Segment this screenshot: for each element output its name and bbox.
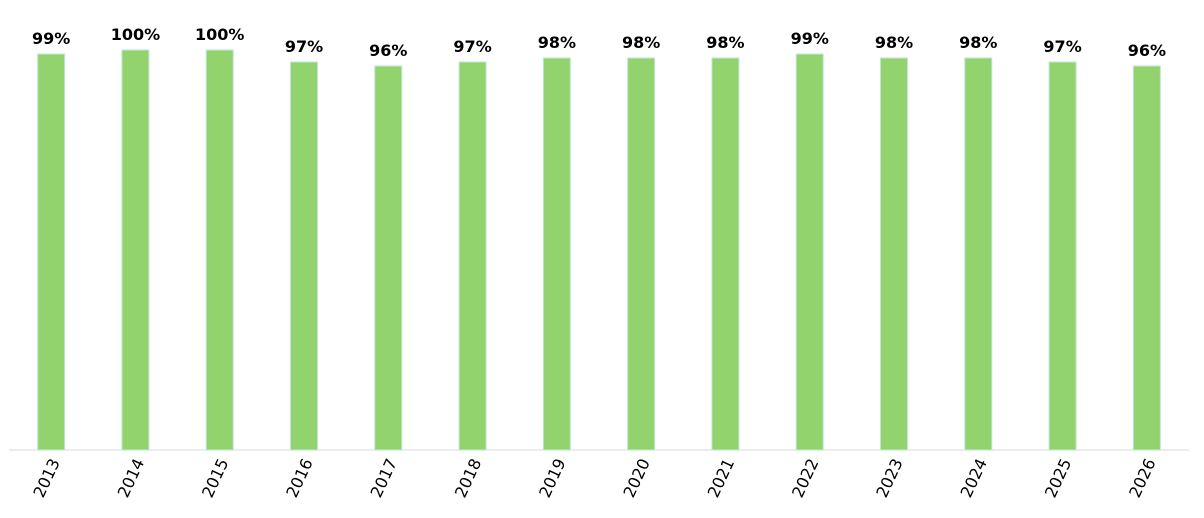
x-tick-label: 2017 bbox=[367, 456, 401, 501]
bar bbox=[964, 57, 993, 451]
x-tick-label: 2024 bbox=[957, 456, 991, 501]
bar bbox=[627, 57, 656, 451]
value-label: 97% bbox=[1043, 37, 1081, 56]
bar bbox=[542, 57, 571, 451]
bar bbox=[1048, 61, 1077, 451]
x-tick-label: 2016 bbox=[282, 456, 316, 501]
x-tick-label: 2015 bbox=[198, 456, 232, 501]
x-tick-label: 2018 bbox=[451, 456, 485, 501]
bar bbox=[374, 65, 403, 451]
value-label: 100% bbox=[111, 25, 160, 44]
x-tick-label: 2014 bbox=[114, 456, 148, 501]
bar bbox=[880, 57, 908, 451]
x-tick-label: 2020 bbox=[619, 456, 653, 501]
bar bbox=[290, 61, 318, 451]
value-label: 98% bbox=[622, 33, 660, 52]
bar bbox=[711, 57, 740, 451]
x-tick-label: 2023 bbox=[872, 456, 906, 501]
x-tick-label: 2022 bbox=[788, 456, 822, 501]
value-label: 98% bbox=[538, 33, 576, 52]
x-tick-label: 2026 bbox=[1125, 456, 1159, 501]
bar bbox=[1132, 65, 1161, 451]
value-label: 97% bbox=[453, 37, 491, 56]
value-label: 99% bbox=[791, 29, 829, 48]
x-tick-label: 2013 bbox=[29, 456, 63, 501]
x-tick-label: 2021 bbox=[704, 456, 738, 501]
value-label: 100% bbox=[195, 25, 244, 44]
value-label: 98% bbox=[706, 33, 744, 52]
bar bbox=[37, 53, 66, 451]
value-label: 99% bbox=[32, 29, 70, 48]
value-label: 96% bbox=[1128, 41, 1166, 60]
value-label: 96% bbox=[369, 41, 407, 60]
value-label: 98% bbox=[959, 33, 997, 52]
bar bbox=[205, 49, 234, 451]
value-label: 98% bbox=[875, 33, 913, 52]
x-tick-label: 2019 bbox=[535, 456, 569, 501]
bar bbox=[121, 49, 150, 451]
bar bbox=[458, 61, 487, 451]
value-label: 97% bbox=[285, 37, 323, 56]
bar bbox=[795, 53, 824, 451]
x-tick-label: 2025 bbox=[1041, 456, 1075, 501]
